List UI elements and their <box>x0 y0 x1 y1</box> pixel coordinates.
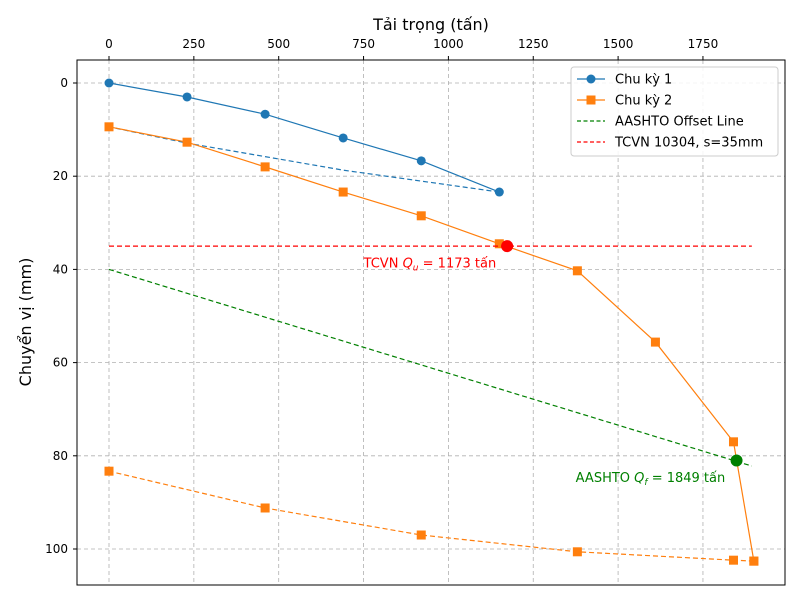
data-point <box>416 530 426 540</box>
annotation-symbol: Q <box>403 256 413 271</box>
data-point <box>416 211 426 221</box>
data-point <box>728 555 738 565</box>
legend-label: Chu kỳ 2 <box>615 94 672 109</box>
x-tick-label: 0 <box>105 37 113 51</box>
data-point <box>749 556 759 566</box>
annotation-prefix: TCVN <box>363 256 403 271</box>
legend-label: TCVN 10304, s=35mm <box>614 136 763 151</box>
legend-box <box>570 66 779 157</box>
annotation-prefix: AASHTO <box>576 471 634 486</box>
y-tick-label: 60 <box>53 356 68 370</box>
y-tick-label: 0 <box>60 76 68 90</box>
highlight-point <box>730 454 743 467</box>
x-tick-label: 1500 <box>603 37 634 51</box>
data-point <box>572 547 582 557</box>
y-tick-label: 100 <box>45 542 68 556</box>
annotation-suffix: = 1849 tấn <box>648 471 726 486</box>
x-tick-label: 1000 <box>433 37 464 51</box>
series-line-4 <box>108 268 752 467</box>
data-point <box>260 109 270 119</box>
x-tick-label: 250 <box>182 37 205 51</box>
legend: Chu kỳ 1 Chu kỳ 2 AASHTO Offset Line TCVN 1… <box>570 66 779 157</box>
data-point <box>182 92 192 102</box>
x-tick-label: 750 <box>352 37 375 51</box>
data-point <box>572 266 582 276</box>
annotation-suffix: = 1173 tấn <box>419 256 497 271</box>
data-point <box>416 156 426 166</box>
data-point <box>728 437 738 447</box>
y-tick-label: 80 <box>53 449 68 463</box>
data-point <box>104 78 114 88</box>
data-point <box>104 122 114 132</box>
y-axis-label: Chuyển vị (mm) <box>16 258 35 387</box>
data-point <box>338 133 348 143</box>
y-tick-label: 20 <box>53 169 68 183</box>
legend-label: AASHTO Offset Line <box>615 115 744 130</box>
data-point <box>260 162 270 172</box>
annotation-subscript: u <box>413 263 419 273</box>
series-line-0 <box>108 82 500 193</box>
x-tick-label: 1750 <box>688 37 719 51</box>
legend-label: Chu kỳ 1 <box>615 73 672 88</box>
series-line-1 <box>108 126 500 193</box>
data-point <box>494 239 504 249</box>
annotation-symbol: Q <box>634 471 644 486</box>
axes-frame <box>76 59 786 586</box>
x-axis-label: Tải trọng (tấn) <box>372 15 489 34</box>
data-point <box>586 74 596 84</box>
data-point <box>650 337 660 347</box>
y-tick-label: 40 <box>53 262 68 276</box>
data-point <box>338 187 348 197</box>
x-tick-label: 500 <box>267 37 290 51</box>
x-tick-label: 1250 <box>518 37 549 51</box>
data-point <box>104 466 114 476</box>
annotation: AASHTO Qf = 1849 tấn <box>576 471 726 488</box>
data-point <box>260 503 270 513</box>
annotation-subscript: f <box>644 478 649 488</box>
data-point <box>586 95 596 105</box>
series-line-2 <box>108 126 755 562</box>
highlight-point <box>501 240 514 253</box>
annotation: TCVN Qu = 1173 tấn <box>363 256 497 273</box>
data-point <box>182 137 192 147</box>
